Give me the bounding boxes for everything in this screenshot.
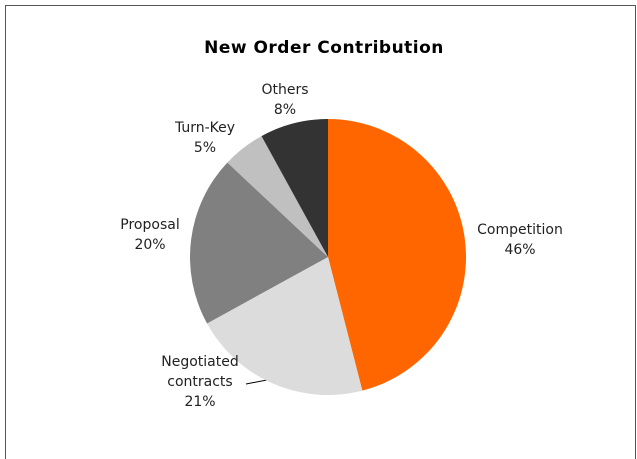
chart-frame <box>5 5 636 459</box>
category-label: Competition <box>477 222 563 238</box>
pie-slice <box>207 257 363 396</box>
slice-label: Proposal 20% <box>100 215 200 255</box>
value-label: 8% <box>273 102 297 118</box>
pie-slice <box>189 162 328 324</box>
value-label: 5% <box>193 140 217 156</box>
pie-slice <box>328 119 467 391</box>
value-label: 21% <box>184 394 216 410</box>
category-label: Negotiated contracts <box>161 354 239 390</box>
slice-label: Negotiated contracts 21% <box>153 352 248 412</box>
pie-slice <box>261 119 328 257</box>
value-label: 46% <box>504 242 536 258</box>
category-label: Proposal <box>120 217 180 233</box>
pie-slice <box>227 136 328 257</box>
slice-label: Others 8% <box>245 80 325 120</box>
category-label: Others <box>261 82 309 98</box>
category-label: Turn-Key <box>174 120 236 136</box>
value-label: 20% <box>134 237 166 253</box>
slice-label: Competition 46% <box>460 220 580 260</box>
slice-label: Turn-Key 5% <box>155 118 255 158</box>
chart-title: New Order Contribution <box>204 38 444 58</box>
